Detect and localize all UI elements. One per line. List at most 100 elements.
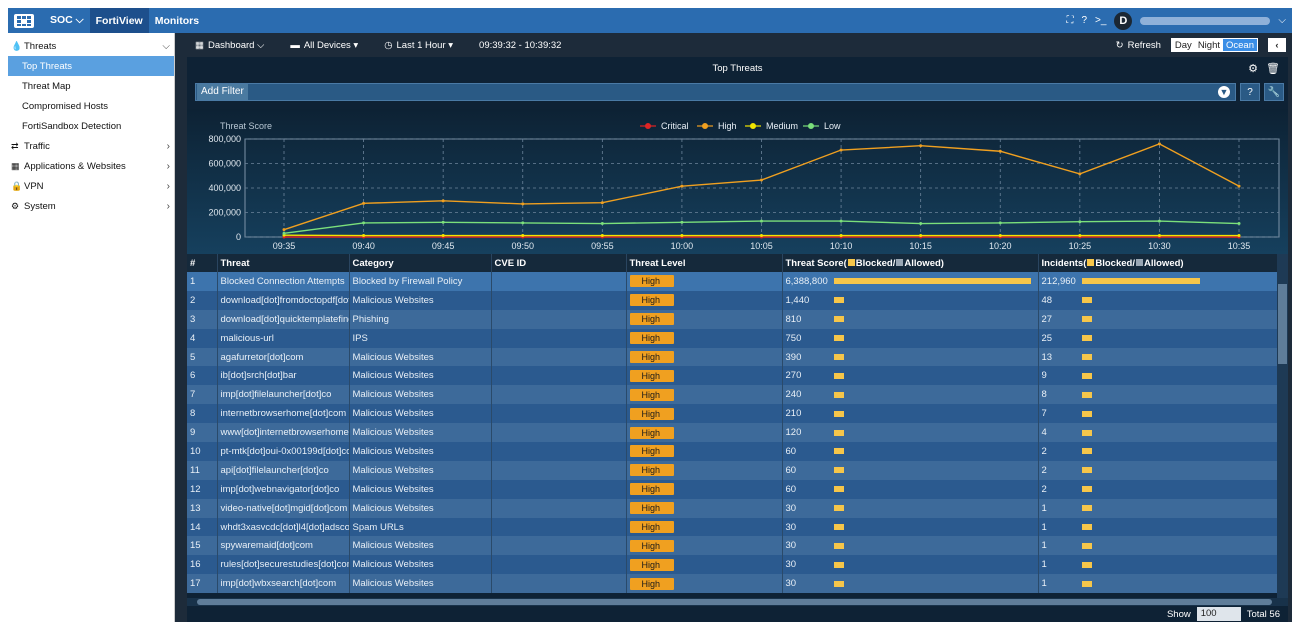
chevron-right-icon: › [166,140,170,152]
incidents-value: 1 [1041,559,1047,571]
col-threat[interactable]: Threat [217,254,350,272]
row-num: 5 [187,347,218,367]
sidebar-item-threats[interactable]: 💧 Threats ⌵ [8,36,174,56]
row-num: 3 [187,309,218,329]
table-row[interactable]: 14 whdt3xasvcdc[dot]l4[dot]adsco Spam URLs… [187,517,1278,537]
sidebar-item-threat-map[interactable]: Threat Map [22,80,71,92]
avatar[interactable]: D [1114,11,1133,30]
table-row[interactable]: 3download[dot]quicktemplatefinder[dot]co… [187,309,1278,329]
help-button[interactable]: ? [1240,83,1260,101]
sidebar-item-traffic[interactable]: ⇄ Traffic › [8,136,174,156]
table-row[interactable]: 15 spywaremaid[dot]com Malicious Websites H… [187,536,1278,556]
table-row[interactable]: 17 imp[dot]wbxsearch[dot]com Malicious Web… [187,574,1278,594]
col-category[interactable]: Category [349,254,492,272]
refresh-button[interactable]: ↻ Refresh [1116,40,1161,51]
incidents-value: 25 [1041,332,1053,344]
sidebar-item-apps[interactable]: ▦ Applications & Websites › [8,156,174,176]
terminal-icon[interactable]: >_ [1095,15,1107,26]
incidents-bar [1081,297,1092,304]
table-row[interactable]: 5 agafurretor[dot]com Malicious Websites Hi… [187,347,1278,367]
page-size-select[interactable]: 100 [1196,607,1241,621]
incidents-value: 1 [1041,502,1047,514]
data-point-medium [521,234,525,238]
col-level[interactable]: Threat Level [626,254,783,272]
theme-ocean-button[interactable]: Ocean [1223,39,1257,51]
sidebar-item-label: Traffic [24,140,50,152]
chart-title: Threat Score [220,121,272,131]
col-num[interactable]: # [187,254,218,272]
soc-menu[interactable]: SOC ⌵ [50,14,84,26]
fortinet-logo-icon[interactable] [10,8,38,33]
table-row[interactable]: 7 imp[dot]filelauncher[dot]co Malicious We… [187,385,1278,405]
col-score[interactable]: Threat Score(Blocked/Allowed) [782,254,1039,272]
data-point-high [1237,184,1241,188]
row-incidents: 25 [1038,328,1278,348]
incidents-value: 7 [1041,408,1047,420]
col-cve[interactable]: CVE ID [491,254,627,272]
incidents-value: 4 [1041,427,1047,439]
x-tick-label: 10:15 [909,241,932,251]
scroll-thumb[interactable] [1278,284,1287,364]
table-row[interactable]: 16 rules[dot]securestudies[dot]com Malicio… [187,555,1278,575]
top-threats-panel: Top Threats ⚙ 🗑 Add Filter ▼ ? 🔧 800,000 6… [187,57,1288,622]
threats-icon: 💧 [11,40,23,51]
table-row[interactable]: 12 imp[dot]webnavigator[dot]co Malicious W… [187,479,1278,499]
table-row[interactable]: 9www[dot]internetbrowserhome[dot]comMali… [187,423,1278,443]
devices-dropdown[interactable]: ▬ All Devices ▾ [290,40,358,51]
data-point-low [1078,220,1082,224]
data-point-high [919,144,923,148]
row-category: Malicious Websites [349,347,492,367]
add-filter-button[interactable]: Add Filter [197,84,248,100]
tools-button[interactable]: 🔧 [1264,83,1284,101]
help-icon[interactable]: ? [1081,15,1087,26]
sidebar-item-fortisandbox[interactable]: FortiSandbox Detection [22,120,122,132]
time-range-dropdown[interactable]: ◷ Last 1 Hour ▾ [384,40,453,51]
filter-input[interactable]: Add Filter ▼ [195,83,1236,101]
table-row[interactable]: 4 malicious-url IPS High 750 25 [187,328,1278,348]
filter-icon[interactable]: ▼ [1218,86,1230,98]
table-row[interactable]: 1 Blocked Connection Attempts Blocked by F… [187,272,1278,291]
chevron-down-icon[interactable]: ⌵ [1278,15,1286,26]
sidebar-item-top-threats[interactable]: Top Threats [8,56,174,76]
incidents-value: 27 [1041,313,1053,325]
theme-day-button[interactable]: Day [1171,39,1195,51]
sidebar-item-vpn[interactable]: 🔒 VPN › [8,176,174,196]
score-value: 270 [785,370,802,382]
row-score: 210 [782,404,1039,424]
user-name-blurred[interactable] [1140,16,1271,25]
row-threat: rules[dot]securestudies[dot]com [217,555,350,575]
table-row[interactable]: 2download[dot]fromdoctopdf[dot]comMalici… [187,290,1278,310]
dashboard-dropdown[interactable]: ▦ Dashboard ⌵ [195,40,264,51]
table-row[interactable]: 8 internetbrowserhome[dot]com Malicious We… [187,404,1278,424]
toolbar: ▦ Dashboard ⌵ ▬ All Devices ▾ ◷ Last 1 Hour… [175,33,1292,57]
row-threat: spywaremaid[dot]com [217,536,350,556]
row-threat: video-native[dot]mgid[dot]com [217,498,350,518]
collapse-panel-button[interactable]: ‹ [1268,38,1286,52]
col-incidents[interactable]: Incidents(Blocked/Allowed) [1038,254,1278,272]
row-level: High [626,272,783,291]
table-row[interactable]: 11 api[dot]filelauncher[dot]co Malicious W… [187,460,1278,480]
data-point-medium [998,234,1002,238]
row-cve [491,423,627,443]
gear-icon[interactable]: ⚙ [1248,62,1259,75]
table-row[interactable]: 6 ib[dot]srch[dot]bar Malicious Websites Hi… [187,366,1278,386]
tab-fortiview[interactable]: FortiView [89,8,149,33]
row-incidents: 1 [1038,498,1278,518]
table-row[interactable]: 10 pt-mtk[dot]oui-0x00199d[dot]com Malicio… [187,442,1278,461]
sidebar-item-system[interactable]: ⚙ System › [8,196,174,216]
horizontal-scrollbar[interactable] [187,598,1288,606]
theme-night-button[interactable]: Night [1194,39,1223,51]
vertical-scrollbar[interactable] [1277,254,1288,598]
incidents-bar [1081,354,1092,360]
fullscreen-icon[interactable]: ⛶ [1066,15,1074,26]
table-footer: Show 100 Total 56 [187,606,1288,622]
row-cve [491,555,627,575]
tab-monitors[interactable]: Monitors [154,14,200,27]
table-row[interactable]: 13 video-native[dot]mgid[dot]com Malicious… [187,498,1278,518]
threat-level-badge: High [629,369,674,382]
scroll-thumb[interactable] [197,599,1272,605]
trash-icon[interactable]: 🗑 [1266,62,1280,75]
threat-level-badge: High [629,275,674,288]
sidebar-item-compromised-hosts[interactable]: Compromised Hosts [22,100,109,112]
score-bar [833,297,844,304]
